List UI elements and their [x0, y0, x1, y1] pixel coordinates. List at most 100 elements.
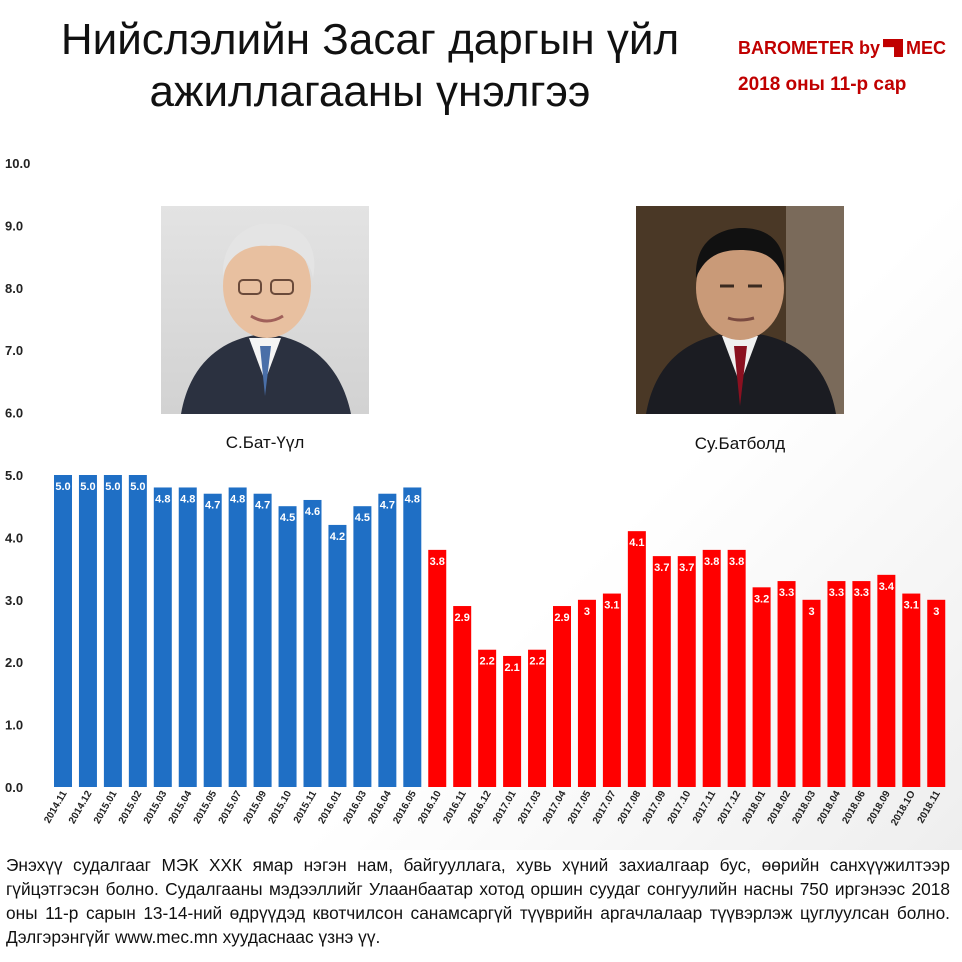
y-axis: 0.0 1.0 2.0 3.0 4.0 5.0 6.0 7.0 8.0 9.0 10.0: [5, 156, 30, 795]
data-label: 2.1: [504, 662, 519, 674]
chart-title: Нийслэлийн Засаг даргын үйл ажиллагааны …: [0, 14, 740, 118]
x-tick-label: 2016.01: [316, 789, 344, 826]
portrait-batbold-image: [636, 206, 844, 414]
x-tick-label: 2015.07: [217, 789, 245, 826]
x-tick-label: 2018.02: [766, 789, 794, 826]
x-tick-label: 2016.05: [391, 789, 419, 826]
bar-2015.10: [278, 506, 297, 787]
y-tick-label: 1.0: [5, 718, 23, 733]
x-tick-label: 2018.09: [865, 789, 893, 826]
x-tick-label: 2016.12: [466, 789, 494, 826]
data-label: 5.0: [55, 481, 70, 493]
x-axis: 2014.112014.122015.012015.022015.032015.…: [42, 789, 943, 828]
data-label: 3.7: [654, 562, 669, 574]
x-tick-label: 2014.11: [42, 789, 70, 826]
bar-2015.11: [303, 499, 322, 787]
bar-2017.08: [627, 531, 646, 787]
data-label: 2.2: [529, 656, 544, 668]
data-label: 3.8: [430, 556, 445, 568]
bar-2015.02: [128, 475, 147, 787]
x-tick-label: 2017.07: [591, 789, 619, 826]
x-tick-label: 2015.10: [267, 789, 295, 826]
bar-2017.01: [503, 655, 522, 787]
bar-2017.04: [553, 606, 571, 787]
x-tick-label: 2017.10: [666, 789, 694, 826]
x-tick-label: 2017.05: [566, 789, 594, 826]
data-label: 4.7: [380, 500, 395, 512]
bar-2018.01: [752, 587, 771, 787]
x-tick-label: 2015.01: [92, 789, 120, 826]
x-tick-label: 2018.06: [840, 789, 868, 826]
y-tick-label: 5.0: [5, 468, 23, 483]
data-label: 3.7: [679, 562, 694, 574]
bar-2017.10: [677, 556, 696, 787]
y-tick-label: 3.0: [5, 593, 23, 608]
data-label: 5.0: [80, 481, 95, 493]
x-tick-label: 2017.03: [516, 789, 544, 826]
data-label: 3.2: [754, 593, 769, 605]
bar-2018.09: [877, 574, 896, 787]
bar-2017.11: [702, 549, 721, 787]
bar-2016.10: [428, 549, 447, 787]
person-name-bat-uul: С.Бат-Үүл: [225, 433, 305, 452]
y-tick-label: 9.0: [5, 218, 23, 233]
data-label: 3.8: [729, 556, 744, 568]
portrait-bat-uul-image: [161, 206, 369, 414]
data-label: 2.2: [480, 656, 495, 668]
x-tick-label: 2016.10: [416, 789, 444, 826]
bar-2018.04: [827, 581, 846, 787]
data-label: 3: [933, 606, 939, 618]
bar-2016.11: [453, 606, 472, 787]
bar-2016.04: [378, 493, 397, 787]
data-label: 2.9: [554, 612, 569, 624]
x-tick-label: 2016.03: [341, 789, 369, 826]
data-label: 4.7: [255, 500, 270, 512]
bar-2018.03: [802, 599, 821, 787]
data-label: 4.5: [355, 512, 370, 524]
data-label: 4.8: [180, 493, 195, 505]
brand-logo: BAROMETER by MEC: [738, 38, 946, 59]
x-tick-label: 2017.09: [641, 789, 669, 826]
x-tick-label: 2015.04: [167, 789, 195, 826]
bar-2015.07: [228, 487, 247, 787]
bar-2017.03: [528, 649, 547, 787]
x-tick-label: 2014.12: [67, 789, 95, 826]
x-tick-label: 2017.01: [491, 789, 519, 826]
x-tick-label: 2015.02: [117, 789, 145, 826]
methodology-note: Энэхүү судалгааг МЭК ХХК ямар нэгэн нам,…: [6, 855, 950, 947]
bar-2014.12: [78, 475, 97, 787]
x-tick-label: 2015.11: [292, 789, 320, 826]
y-tick-label: 10.0: [5, 156, 30, 171]
bar-2015.09: [253, 493, 272, 787]
bar-2017.05: [577, 599, 596, 787]
data-label: 3.1: [604, 600, 619, 612]
bar-2015.03: [153, 487, 172, 787]
data-label: 5.0: [105, 481, 120, 493]
data-label: 4.2: [330, 531, 345, 543]
title-line-1: Нийслэлийн Засаг даргын үйл: [60, 15, 680, 64]
x-tick-label: 2018.04: [815, 789, 843, 826]
data-label: 3.8: [704, 556, 719, 568]
title-line-2: ажиллагааны үнэлгээ: [149, 67, 591, 116]
x-tick-label: 2018.11: [916, 789, 944, 826]
bar-2018.11: [927, 599, 946, 787]
x-tick-label: 2016.11: [441, 789, 469, 826]
bar-2016.01: [328, 524, 347, 787]
data-label: 4.1: [629, 537, 644, 549]
data-label: 3.3: [854, 587, 869, 599]
data-label: 4.8: [230, 493, 245, 505]
data-label: 4.6: [305, 506, 320, 518]
data-label: 3: [808, 606, 814, 618]
data-label: 5.0: [130, 481, 145, 493]
bar-2018.1О: [902, 593, 921, 787]
data-label: 2.9: [455, 612, 470, 624]
x-tick-label: 2016.04: [366, 789, 394, 826]
x-tick-label: 2015.05: [192, 789, 220, 826]
brand-text: BAROMETER by: [738, 38, 881, 58]
bar-chart: 0.01.02.03.04.05.06.07.08.09.010.0 5.0 5.…: [5, 156, 946, 828]
x-tick-label: 2018.1О: [889, 789, 918, 828]
x-tick-label: 2017.08: [616, 789, 644, 826]
data-label: 3.3: [779, 587, 794, 599]
bar-2016.12: [478, 649, 497, 787]
bar-2017.12: [727, 549, 746, 787]
